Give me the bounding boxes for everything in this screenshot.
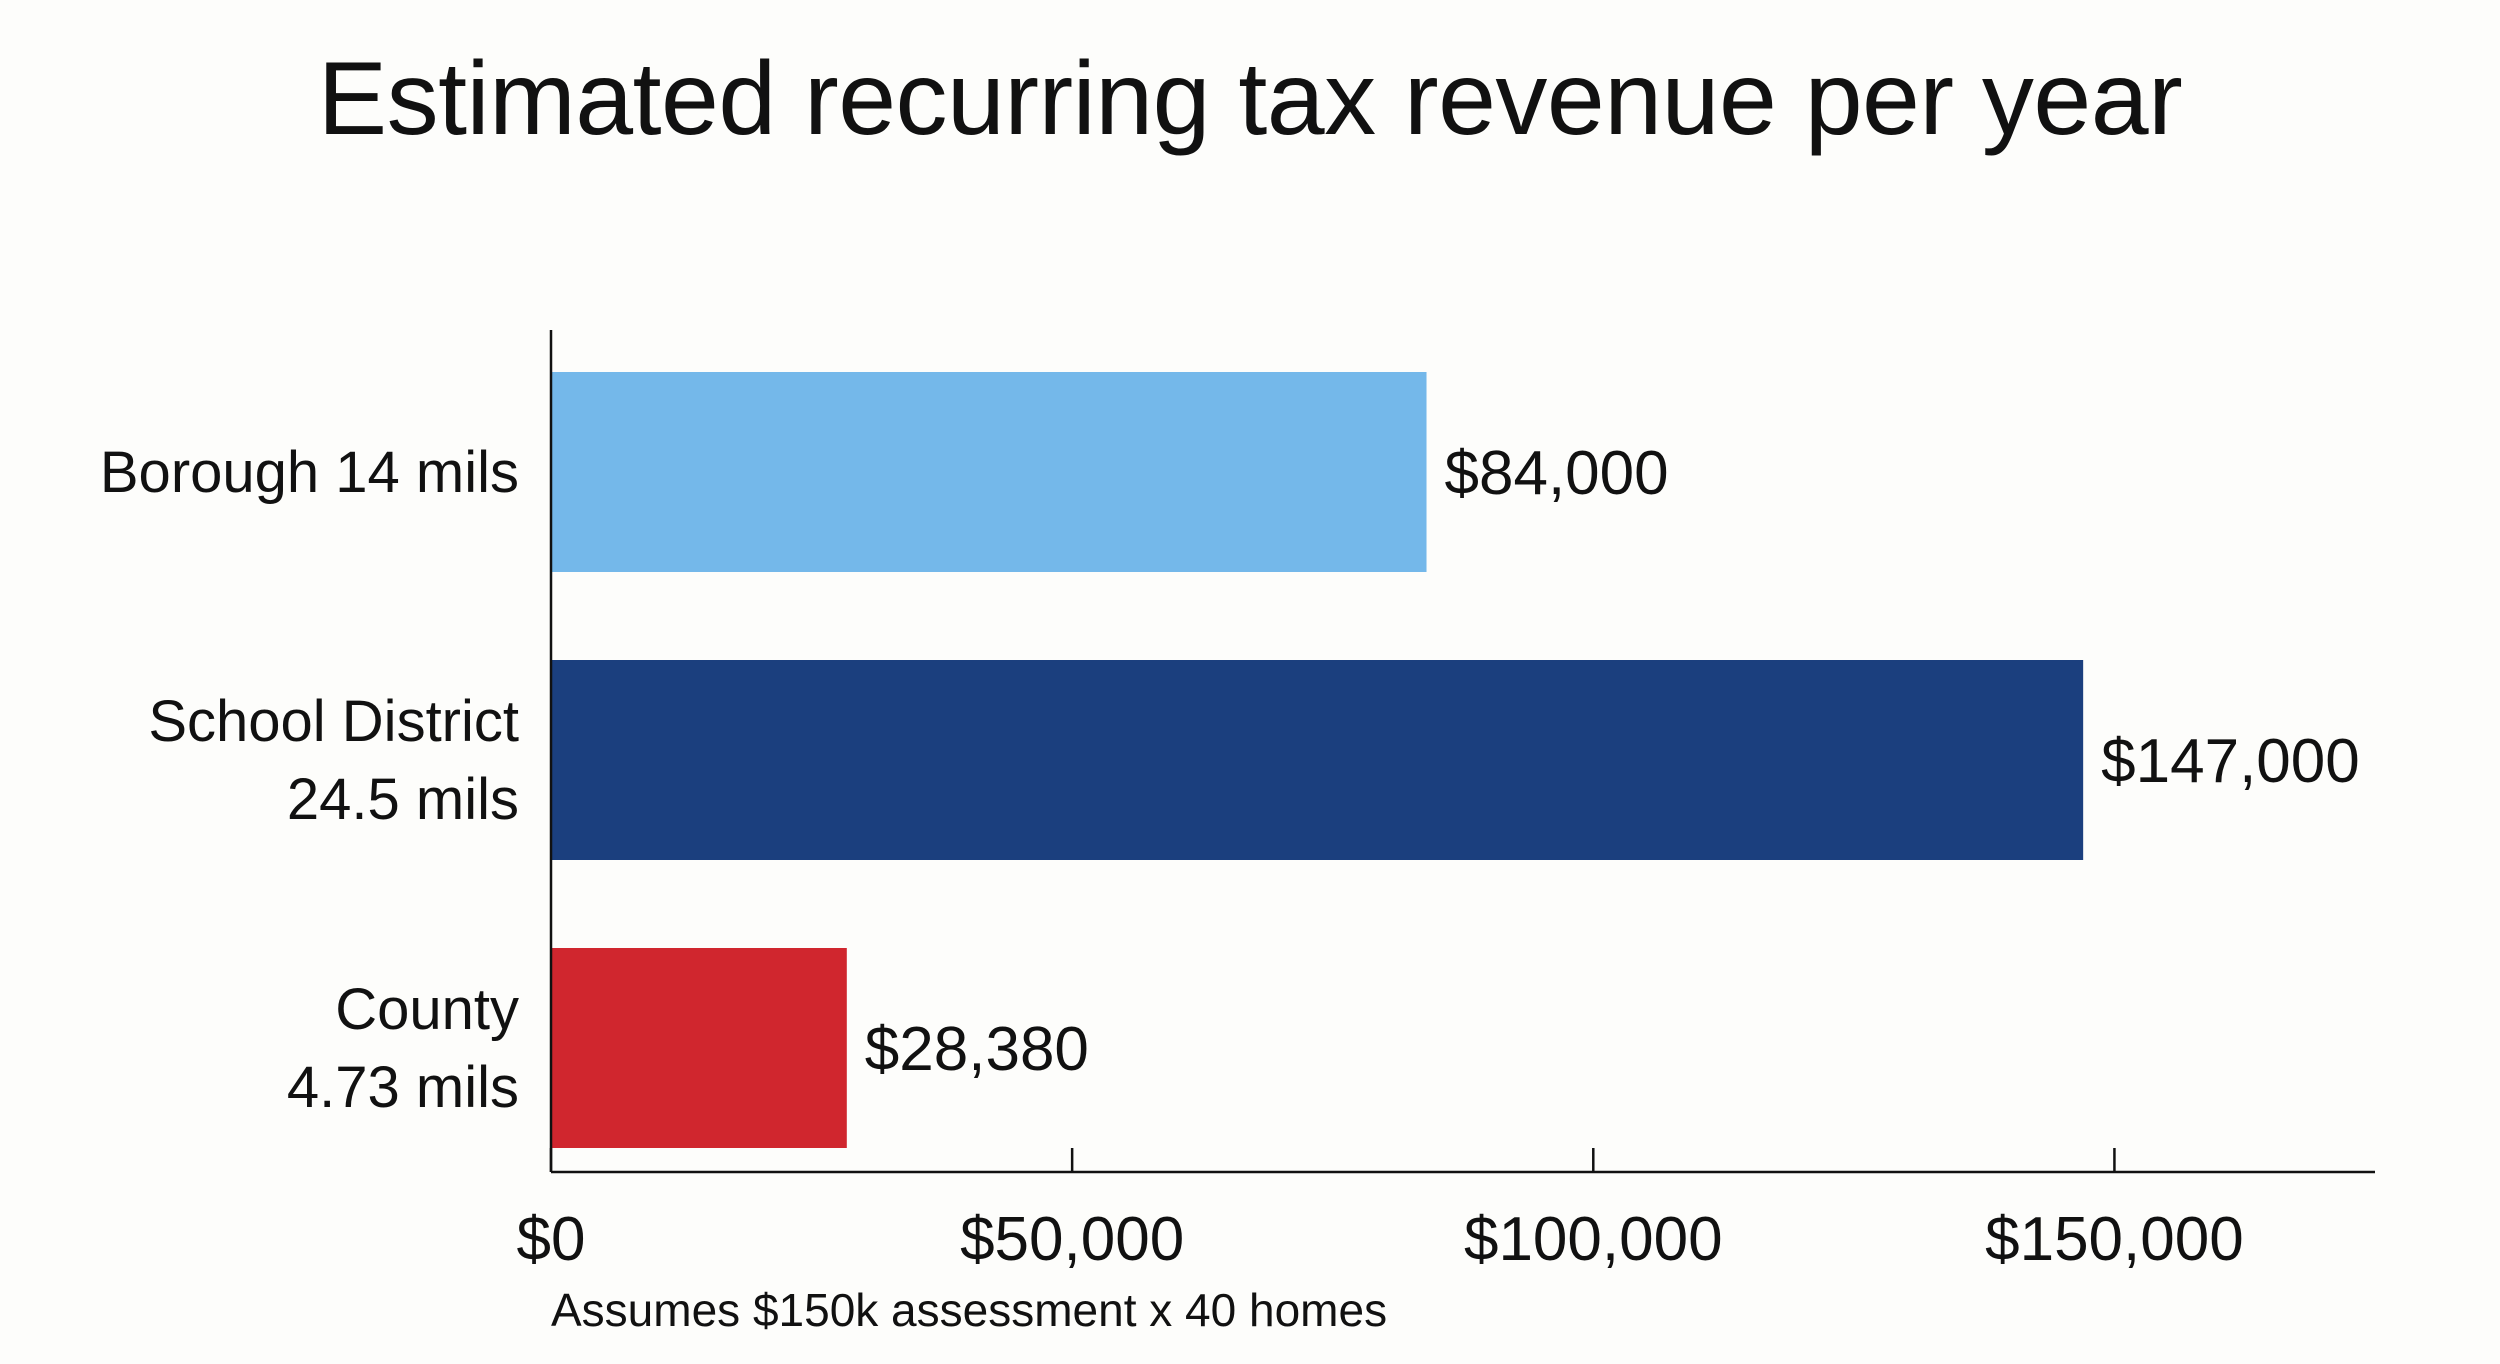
category-label-1-0: School District (148, 689, 519, 754)
axes-layer (549, 330, 2375, 1174)
category-label-1-1: 24.5 mils (287, 767, 519, 832)
category-label-2-0: County (335, 977, 519, 1042)
category-label-2-1: 4.73 mils (287, 1055, 519, 1120)
bars-layer (551, 372, 2084, 1148)
bar-0 (551, 372, 1427, 572)
assumption-note: Assumes $150k assessment x 40 homes (551, 1284, 1387, 1336)
category-label-0-0: Borough 14 mils (100, 440, 519, 505)
value-label-2: $28,380 (865, 1015, 1089, 1084)
x-tick-label-2: $100,000 (1464, 1205, 1723, 1274)
value-label-0: $84,000 (1445, 439, 1669, 508)
x-tick-label-1: $50,000 (960, 1205, 1184, 1274)
value-label-1: $147,000 (2101, 727, 2360, 796)
labels-layer: $84,000 Borough 14 mils $147,000 School Dis… (100, 439, 2360, 1336)
bar-2 (551, 948, 847, 1148)
bar-1 (551, 660, 2084, 860)
chart-title: Estimated recurring tax revenue per year (317, 41, 2183, 157)
x-tick-label-0: $0 (517, 1205, 586, 1274)
x-tick-label-3: $150,000 (1985, 1205, 2244, 1274)
